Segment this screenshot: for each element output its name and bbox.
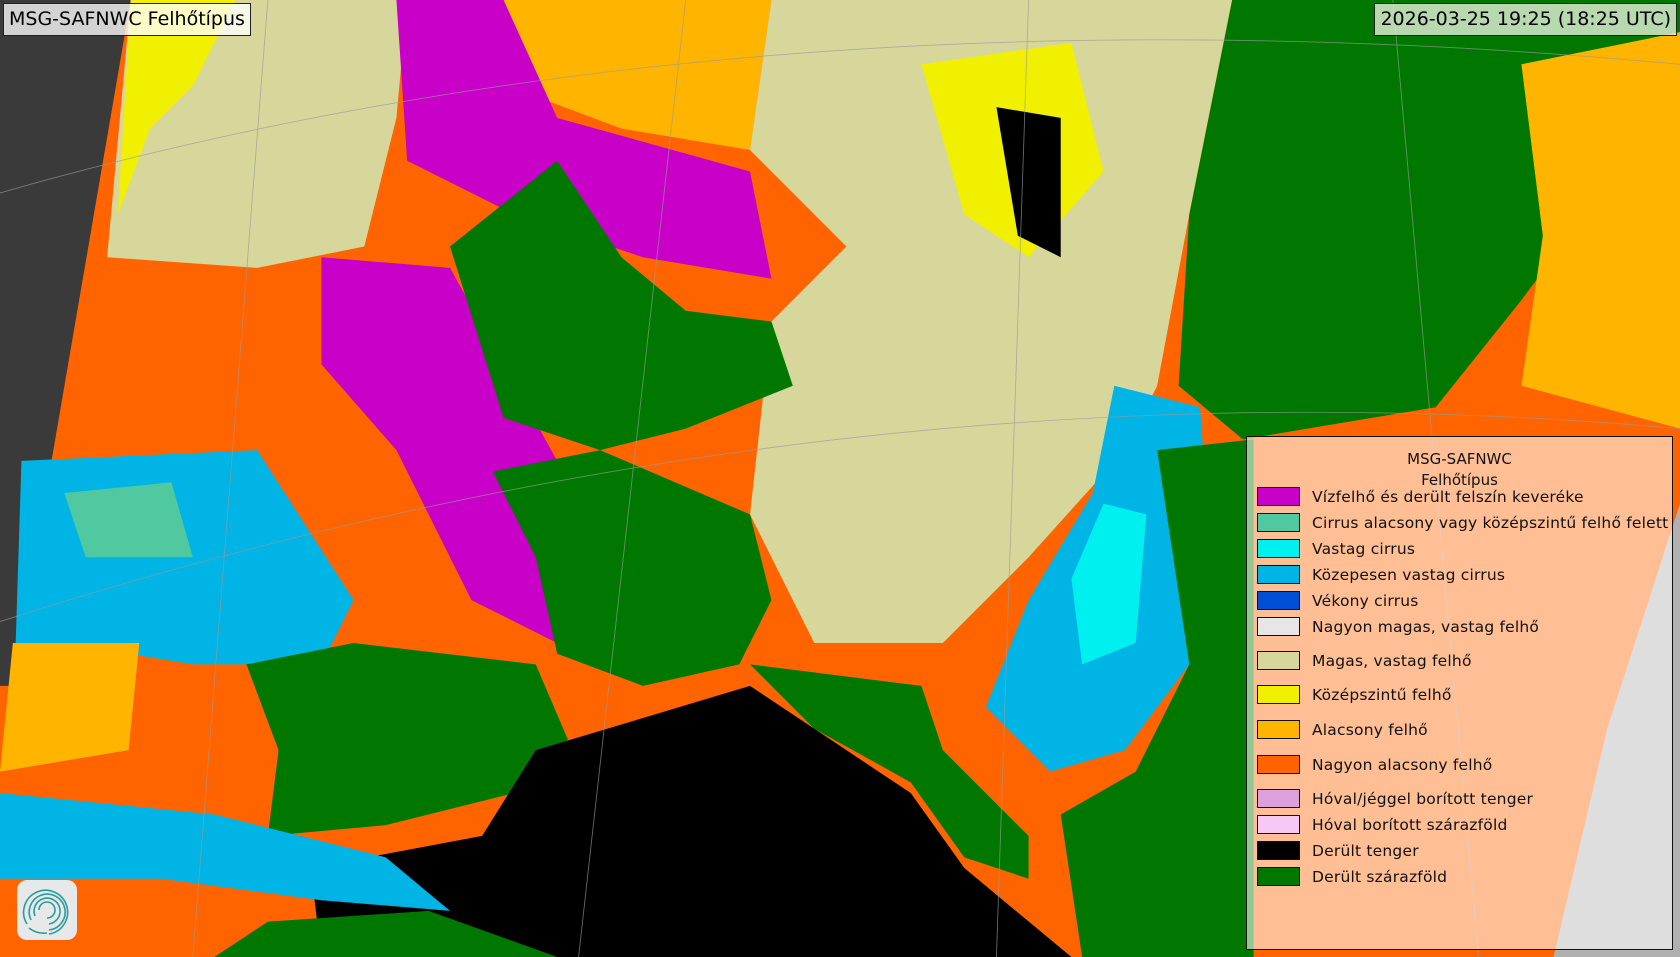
legend-swatch: [1257, 539, 1300, 558]
low-cloud-north: [503, 0, 772, 151]
legend: MSG-SAFNWC Felhőtípus Vízfelhő és derült…: [1246, 436, 1673, 950]
legend-item: Alacsony felhő: [1257, 720, 1428, 739]
legend-label: Vízfelhő és derült felszín keveréke: [1312, 487, 1584, 506]
low-cloud-ne: [1521, 32, 1680, 429]
legend-title-line2: Felhőtípus: [1421, 471, 1498, 489]
legend-label: Hóval/jéggel borított tenger: [1312, 789, 1534, 808]
cirrus-over-low: [64, 482, 193, 558]
legend-swatch: [1257, 841, 1300, 860]
legend-title-line1: MSG-SAFNWC: [1407, 450, 1512, 468]
legend-label: Vékony cirrus: [1312, 591, 1419, 610]
legend-label: Középszintű felhő: [1312, 685, 1452, 704]
map-title: MSG-SAFNWC Felhőtípus: [3, 3, 251, 36]
legend-swatch: [1257, 867, 1300, 886]
clear-sea-north: [996, 107, 1061, 258]
legend-label: Cirrus alacsony vagy középszintű felhő f…: [1312, 513, 1669, 532]
clear-sea-mediterranean: [310, 685, 1072, 957]
legend-item: Középszintű felhő: [1257, 685, 1452, 704]
legend-swatch: [1257, 651, 1300, 670]
legend-label: Nagyon magas, vastag felhő: [1312, 617, 1540, 636]
legend-item: Nagyon magas, vastag felhő: [1257, 617, 1539, 636]
legend-swatch: [1257, 487, 1300, 506]
high-thick-central: [750, 0, 1233, 644]
legend-label: Magas, vastag felhő: [1312, 651, 1472, 670]
legend-item: Vékony cirrus: [1257, 591, 1419, 610]
legend-item: Nagyon alacsony felhő: [1257, 755, 1492, 774]
legend-swatch: [1257, 815, 1300, 834]
low-cloud-sw: [0, 643, 140, 772]
legend-item: Cirrus alacsony vagy középszintű felhő f…: [1257, 513, 1668, 532]
legend-swatch: [1257, 591, 1300, 610]
legend-swatch: [1257, 720, 1300, 739]
timestamp: 2026-03-25 19:25 (18:25 UTC): [1374, 3, 1677, 36]
legend-label: Alacsony felhő: [1312, 720, 1428, 739]
legend-swatch: [1257, 685, 1300, 704]
green-land-east: [1060, 439, 1254, 957]
legend-item: Közepesen vastag cirrus: [1257, 565, 1505, 584]
green-italy-balkans: [750, 664, 1029, 879]
legend-swatch: [1257, 565, 1300, 584]
legend-swatch: [1257, 513, 1300, 532]
legend-label: Vastag cirrus: [1312, 539, 1416, 558]
green-france: [492, 450, 772, 686]
legend-item: Derült szárazföld: [1257, 867, 1447, 886]
legend-item: Vastag cirrus: [1257, 539, 1415, 558]
green-iberia: [246, 643, 568, 836]
magenta-mix-north: [396, 0, 772, 279]
legend-item: Magas, vastag felhő: [1257, 651, 1472, 670]
swirl-logo-icon: [17, 880, 77, 940]
legend-swatch: [1257, 789, 1300, 808]
legend-label: Hóval borított szárazföld: [1312, 815, 1508, 834]
legend-item: Derült tenger: [1257, 841, 1419, 860]
legend-item: Vízfelhő és derült felszín keveréke: [1257, 487, 1584, 506]
legend-swatch: [1257, 617, 1300, 636]
cirrus-south-band: [0, 793, 450, 911]
legend-label: Derült tenger: [1312, 841, 1419, 860]
magenta-mix-west: [321, 257, 558, 644]
green-africa: [214, 910, 558, 957]
legend-label: Derült szárazföld: [1312, 867, 1448, 886]
legend-title: MSG-SAFNWC Felhőtípus: [1247, 449, 1672, 491]
yellow-band: [117, 0, 236, 215]
thick-cirrus-east: [1071, 503, 1147, 665]
legend-item: Hóval/jéggel borított tenger: [1257, 789, 1533, 808]
legend-swatch: [1257, 755, 1300, 774]
green-uk-benelux: [450, 160, 793, 451]
legend-label: Nagyon alacsony felhő: [1312, 755, 1493, 774]
legend-label: Közepesen vastag cirrus: [1312, 565, 1506, 584]
legend-item: Hóval borított szárazföld: [1257, 815, 1508, 834]
